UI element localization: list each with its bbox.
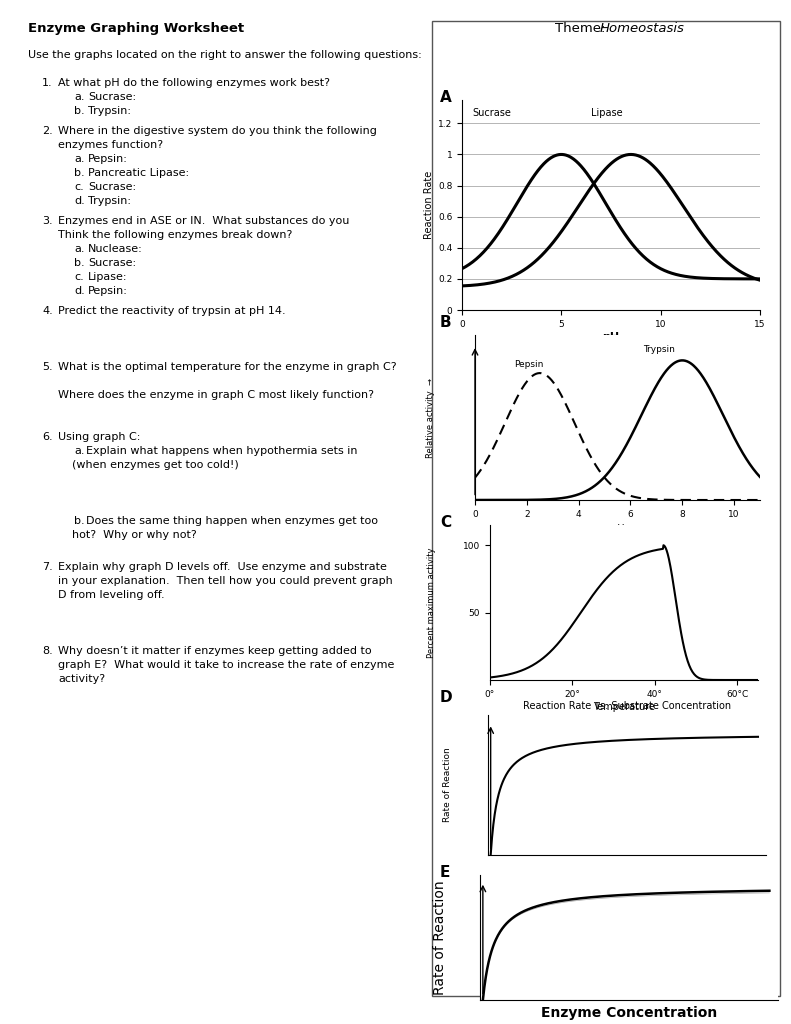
Text: Does the same thing happen when enzymes get too: Does the same thing happen when enzymes … [72, 516, 378, 526]
Text: Enzyme Graphing Worksheet: Enzyme Graphing Worksheet [28, 22, 244, 35]
Text: hot?  Why or why not?: hot? Why or why not? [72, 530, 197, 540]
Text: Enzymes end in ASE or IN.  What substances do you: Enzymes end in ASE or IN. What substance… [58, 216, 350, 226]
Text: 5.: 5. [42, 362, 53, 372]
Text: Sucrase: Sucrase [472, 108, 511, 118]
Text: Think the following enzymes break down?: Think the following enzymes break down? [58, 230, 293, 240]
Text: (when enzymes get too cold!): (when enzymes get too cold!) [72, 460, 239, 470]
X-axis label: pH: pH [611, 524, 624, 535]
Text: enzymes function?: enzymes function? [58, 140, 163, 150]
Text: Explain why graph D levels off.  Use enzyme and substrate: Explain why graph D levels off. Use enzy… [58, 562, 387, 572]
Text: Relative activity  →: Relative activity → [426, 378, 435, 458]
Text: d.: d. [74, 196, 85, 206]
FancyBboxPatch shape [432, 22, 780, 996]
Text: 8.: 8. [42, 646, 53, 656]
Text: Sucrase:: Sucrase: [88, 92, 136, 102]
Text: b.: b. [74, 516, 85, 526]
Text: E: E [440, 865, 450, 880]
Text: Rate of Reaction: Rate of Reaction [433, 881, 447, 994]
Text: graph E?  What would it take to increase the rate of enzyme: graph E? What would it take to increase … [58, 660, 395, 670]
Text: in your explanation.  Then tell how you could prevent graph: in your explanation. Then tell how you c… [58, 575, 393, 586]
Text: 7.: 7. [42, 562, 53, 572]
Text: Theme:: Theme: [555, 22, 614, 35]
Text: Predict the reactivity of trypsin at pH 14.: Predict the reactivity of trypsin at pH … [58, 306, 286, 316]
Text: Trypsin: Trypsin [643, 344, 676, 353]
Text: b.: b. [74, 258, 85, 268]
Text: Explain what happens when hypothermia sets in: Explain what happens when hypothermia se… [72, 446, 358, 456]
Text: C: C [440, 515, 451, 530]
Text: B: B [440, 315, 452, 330]
Y-axis label: Percent maximum activity: Percent maximum activity [427, 547, 437, 657]
Text: At what pH do the following enzymes work best?: At what pH do the following enzymes work… [58, 78, 330, 88]
Text: a.: a. [74, 92, 85, 102]
Text: Use the graphs located on the right to answer the following questions:: Use the graphs located on the right to a… [28, 50, 422, 60]
Text: Substrate Concentration  →: Substrate Concentration → [560, 881, 694, 890]
Text: Rate of Reaction: Rate of Reaction [443, 748, 452, 822]
Text: Nuclease:: Nuclease: [88, 244, 142, 254]
Title: Reaction Rate vs. Substrate Concentration: Reaction Rate vs. Substrate Concentratio… [523, 701, 731, 712]
Text: A: A [440, 90, 452, 105]
Y-axis label: Reaction Rate: Reaction Rate [424, 171, 433, 240]
Text: Pepsin: Pepsin [514, 359, 543, 369]
Text: 1.: 1. [42, 78, 53, 88]
Text: Where in the digestive system do you think the following: Where in the digestive system do you thi… [58, 126, 377, 136]
Text: Where does the enzyme in graph C most likely function?: Where does the enzyme in graph C most li… [58, 390, 374, 400]
Text: b.: b. [74, 168, 85, 178]
Text: Lipase:: Lipase: [88, 272, 127, 282]
Text: D: D [440, 690, 452, 705]
Text: 2.: 2. [42, 126, 53, 136]
Text: What is the optimal temperature for the enzyme in graph C?: What is the optimal temperature for the … [58, 362, 396, 372]
Text: activity?: activity? [58, 674, 105, 684]
Text: 3.: 3. [42, 216, 53, 226]
Text: Sucrase:: Sucrase: [88, 182, 136, 193]
Text: a.: a. [74, 446, 85, 456]
Text: c.: c. [74, 182, 84, 193]
Text: Using graph C:: Using graph C: [58, 432, 140, 442]
Text: 4.: 4. [42, 306, 53, 316]
Text: Homeostasis: Homeostasis [600, 22, 685, 35]
Text: a.: a. [74, 154, 85, 164]
Text: Why doesn’t it matter if enzymes keep getting added to: Why doesn’t it matter if enzymes keep ge… [58, 646, 372, 656]
Text: a.: a. [74, 244, 85, 254]
X-axis label: pH: pH [603, 332, 619, 341]
Text: 6.: 6. [42, 432, 53, 442]
Text: Pepsin:: Pepsin: [88, 154, 128, 164]
Text: Trypsin:: Trypsin: [88, 106, 131, 116]
Text: Trypsin:: Trypsin: [88, 196, 131, 206]
Text: b.: b. [74, 106, 85, 116]
Text: Pancreatic Lipase:: Pancreatic Lipase: [88, 168, 189, 178]
Text: c.: c. [74, 272, 84, 282]
Text: Pepsin:: Pepsin: [88, 286, 128, 296]
Text: Lipase: Lipase [591, 108, 623, 118]
Text: d.: d. [74, 286, 85, 296]
Text: Sucrase:: Sucrase: [88, 258, 136, 268]
X-axis label: Temperature: Temperature [593, 701, 655, 712]
X-axis label: Enzyme Concentration: Enzyme Concentration [541, 1006, 717, 1020]
Text: D from leveling off.: D from leveling off. [58, 590, 165, 600]
